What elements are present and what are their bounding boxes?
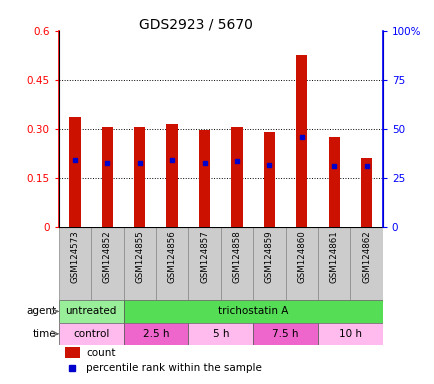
Bar — [198, 130, 210, 227]
Text: GSM124862: GSM124862 — [361, 230, 370, 283]
Bar — [317, 323, 382, 345]
Text: time: time — [33, 329, 57, 339]
Text: agent: agent — [26, 306, 57, 316]
Bar — [188, 227, 220, 300]
Text: GSM124858: GSM124858 — [232, 230, 241, 283]
Text: 7.5 h: 7.5 h — [272, 329, 298, 339]
Bar — [285, 227, 317, 300]
Bar — [328, 137, 339, 227]
Text: GSM124573: GSM124573 — [70, 230, 79, 283]
Bar — [123, 227, 155, 300]
Text: GSM124859: GSM124859 — [264, 230, 273, 283]
Bar — [123, 300, 382, 323]
Bar — [134, 127, 145, 227]
Bar — [253, 227, 285, 300]
Bar — [123, 323, 188, 345]
Bar — [296, 55, 307, 227]
Bar — [166, 124, 178, 227]
Text: GDS2923 / 5670: GDS2923 / 5670 — [138, 17, 252, 31]
Text: control: control — [73, 329, 109, 339]
Text: GSM124857: GSM124857 — [200, 230, 209, 283]
Bar — [317, 227, 350, 300]
Text: 5 h: 5 h — [212, 329, 228, 339]
Bar — [350, 227, 382, 300]
Bar — [65, 347, 79, 358]
Bar — [188, 323, 253, 345]
Text: GSM124852: GSM124852 — [102, 230, 112, 283]
Bar — [360, 158, 372, 227]
Text: count: count — [86, 348, 115, 358]
Text: GSM124856: GSM124856 — [167, 230, 176, 283]
Bar — [156, 227, 188, 300]
Bar — [59, 323, 123, 345]
Text: 10 h: 10 h — [338, 329, 361, 339]
Text: GSM124855: GSM124855 — [135, 230, 144, 283]
Bar — [59, 300, 123, 323]
Text: trichostatin A: trichostatin A — [217, 306, 288, 316]
Text: 2.5 h: 2.5 h — [142, 329, 169, 339]
Bar — [231, 127, 242, 227]
Bar — [69, 117, 80, 227]
Text: GSM124861: GSM124861 — [329, 230, 338, 283]
Bar — [263, 132, 274, 227]
Bar — [91, 227, 123, 300]
Bar — [59, 227, 91, 300]
Text: GSM124860: GSM124860 — [296, 230, 306, 283]
Bar — [102, 127, 113, 227]
Text: percentile rank within the sample: percentile rank within the sample — [86, 363, 262, 373]
Bar — [220, 227, 253, 300]
Text: untreated: untreated — [65, 306, 117, 316]
Bar — [253, 323, 317, 345]
